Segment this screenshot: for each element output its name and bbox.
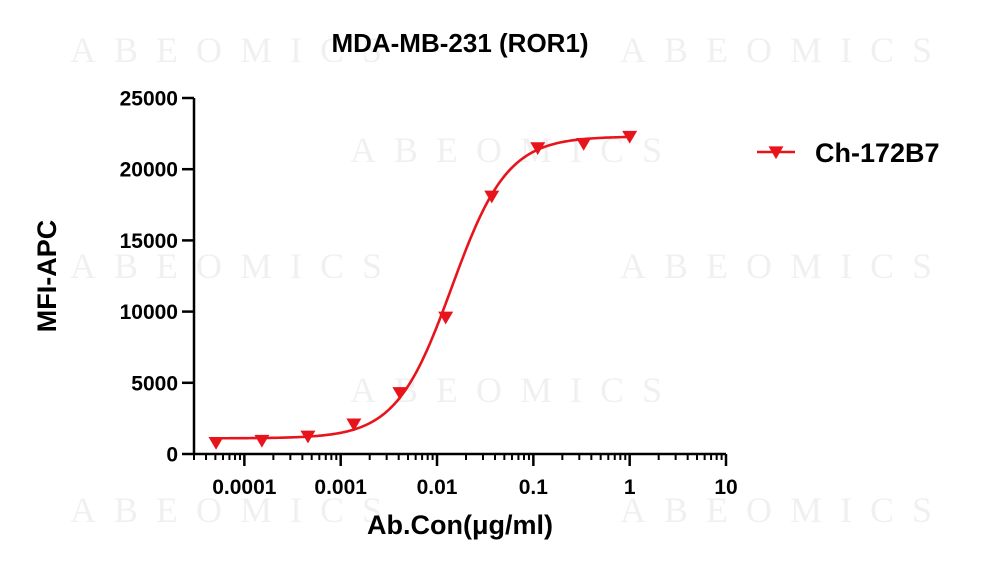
- y-axis-label: MFI-APC: [32, 220, 62, 332]
- y-tick-label: 10000: [120, 301, 178, 324]
- x-tick-label: 10: [714, 476, 737, 499]
- x-tick-label: 0.0001: [212, 476, 277, 499]
- watermark-text: ABEOMICS: [620, 246, 950, 286]
- watermark-text: ABEOMICS: [70, 490, 400, 530]
- y-tick-label: 20000: [120, 159, 178, 182]
- x-tick-label: 0.01: [417, 476, 458, 499]
- x-tick-label: 0.1: [519, 476, 549, 499]
- data-point: [484, 190, 500, 204]
- watermark-text: ABEOMICS: [70, 30, 400, 70]
- y-ticks: 0 5000 10000 15000 20000 25000: [120, 88, 194, 467]
- y-tick-label: 25000: [120, 88, 178, 111]
- y-tick-label: 0: [166, 444, 178, 467]
- watermark-layer: ABEOMICS ABEOMICS ABEOMICS ABEOMICS ABEOMICS…: [70, 30, 950, 530]
- watermark-text: ABEOMICS: [620, 30, 950, 70]
- x-axis-label: Ab.Con(μg/ml): [367, 510, 553, 540]
- data-points: [208, 130, 638, 450]
- data-point: [622, 130, 638, 144]
- legend-label: Ch-172B7: [815, 138, 940, 168]
- data-point: [346, 418, 362, 432]
- fit-curve: [216, 135, 630, 440]
- legend: Ch-172B7: [757, 138, 940, 168]
- chart-title: MDA-MB-231 (ROR1): [331, 28, 588, 58]
- data-point: [208, 436, 224, 450]
- data-point: [438, 311, 454, 325]
- legend-marker-icon: [768, 146, 784, 160]
- data-point: [392, 387, 408, 400]
- watermark-text: ABEOMICS: [620, 490, 950, 530]
- watermark-text: ABEOMICS: [70, 246, 400, 286]
- x-tick-label: 1: [624, 476, 636, 499]
- data-point: [530, 142, 546, 155]
- y-tick-label: 5000: [131, 372, 178, 395]
- y-tick-label: 15000: [120, 230, 178, 253]
- x-ticks: 0.0001 0.001 0.01 0.1 1 10: [193, 454, 738, 499]
- data-point: [300, 430, 316, 444]
- data-point: [254, 434, 270, 448]
- data-point: [576, 137, 592, 151]
- x-tick-label: 0.001: [314, 476, 367, 499]
